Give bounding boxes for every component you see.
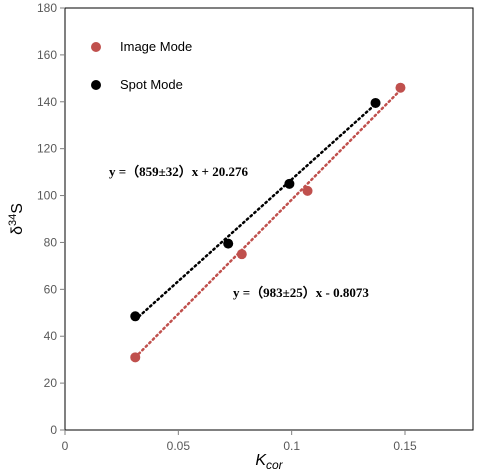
y-tick-label: 140 bbox=[37, 95, 57, 109]
image-mode-equation: y =（983±25）x - 0.8073 bbox=[233, 285, 369, 300]
spot-mode-trendline bbox=[134, 102, 377, 322]
plot-frame bbox=[64, 7, 474, 431]
y-axis-title-suffix: S bbox=[9, 203, 26, 214]
image-mode-point bbox=[302, 185, 313, 196]
image-mode-point bbox=[130, 352, 141, 363]
y-axis-title-superscript: 34 bbox=[7, 214, 19, 226]
y-tick-label: 20 bbox=[44, 376, 58, 390]
y-tick-label: 180 bbox=[37, 1, 57, 15]
image-mode-point bbox=[395, 82, 406, 93]
legend-label-spot-mode: Spot Mode bbox=[120, 77, 183, 92]
x-tick-label: 0 bbox=[62, 439, 69, 453]
spot-mode-equation: y =（859±32）x + 20.276 bbox=[109, 164, 248, 179]
legend-label-image-mode: Image Mode bbox=[120, 39, 192, 54]
y-tick-label: 160 bbox=[37, 48, 57, 62]
spot-mode-point bbox=[223, 238, 234, 249]
x-axis-title-subscript: cor bbox=[266, 458, 284, 472]
x-tick-label: 0.05 bbox=[167, 439, 191, 453]
x-axis-title: Kcor bbox=[255, 452, 283, 472]
spot-mode-point bbox=[284, 178, 295, 189]
trendline-layer bbox=[134, 88, 402, 359]
spot-mode-point bbox=[370, 97, 381, 108]
y-tick-label: 120 bbox=[37, 142, 57, 156]
labels-layer: 0 20 40 60 80 100 120 140 160 180 0 0.05 0.1 0.15 bbox=[37, 1, 417, 453]
y-tick-label: 40 bbox=[44, 329, 58, 343]
legend-marker-spot-mode bbox=[91, 80, 101, 90]
y-axis-title-prefix: δ bbox=[9, 226, 26, 235]
y-tick-label: 80 bbox=[44, 235, 58, 249]
legend-marker-image-mode bbox=[91, 42, 101, 52]
legend: Image Mode Spot Mode bbox=[91, 39, 192, 92]
x-axis-title-base: K bbox=[255, 452, 267, 469]
y-tick-label: 60 bbox=[44, 282, 58, 296]
image-mode-trendline bbox=[134, 88, 402, 359]
y-axis-title: δ34S bbox=[7, 203, 26, 235]
y-tick-label: 100 bbox=[37, 189, 57, 203]
image-mode-point bbox=[236, 249, 247, 260]
axes-layer bbox=[60, 7, 474, 435]
spot-mode-point bbox=[130, 311, 141, 322]
points-layer bbox=[130, 82, 406, 363]
y-tick-label: 0 bbox=[50, 423, 57, 437]
x-tick-label: 0.1 bbox=[283, 439, 300, 453]
x-tick-label: 0.15 bbox=[393, 439, 417, 453]
